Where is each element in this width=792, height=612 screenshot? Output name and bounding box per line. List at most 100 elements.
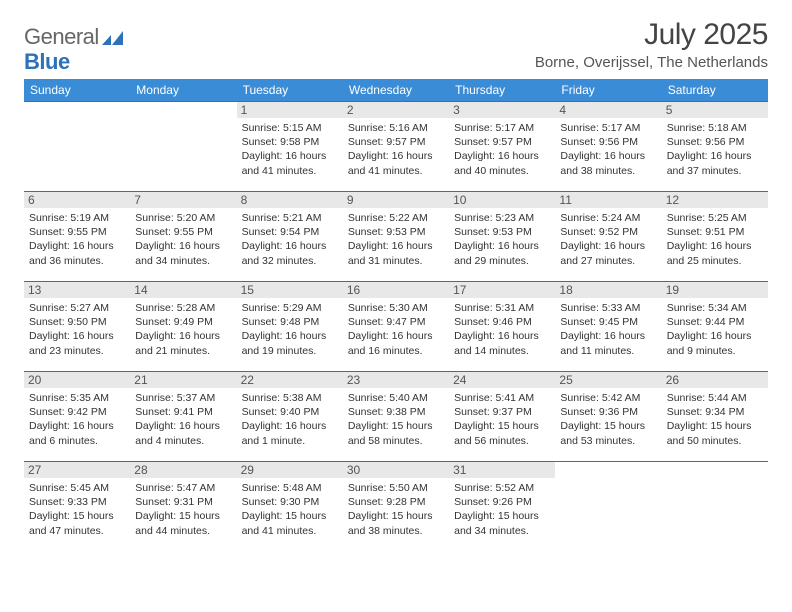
sunset-line: Sunset: 9:46 PM xyxy=(454,315,550,329)
weekday-header: Thursday xyxy=(449,79,555,102)
sunrise-line: Sunrise: 5:52 AM xyxy=(454,481,550,495)
sunrise-line: Sunrise: 5:42 AM xyxy=(560,391,656,405)
day-detail: Sunrise: 5:34 AMSunset: 9:44 PMDaylight:… xyxy=(667,301,763,358)
day-detail: Sunrise: 5:22 AMSunset: 9:53 PMDaylight:… xyxy=(348,211,444,268)
day-number: 10 xyxy=(449,192,555,208)
sunrise-line: Sunrise: 5:47 AM xyxy=(135,481,231,495)
sunset-line: Sunset: 9:48 PM xyxy=(242,315,338,329)
day-number: 26 xyxy=(662,372,768,388)
calendar-row: 20 Sunrise: 5:35 AMSunset: 9:42 PMDayligh… xyxy=(24,372,768,462)
day-detail: Sunrise: 5:50 AMSunset: 9:28 PMDaylight:… xyxy=(348,481,444,538)
day-number: 31 xyxy=(449,462,555,478)
day-number: 20 xyxy=(24,372,130,388)
daylight-line: Daylight: 15 hours and 47 minutes. xyxy=(29,509,125,537)
daylight-line: Daylight: 15 hours and 41 minutes. xyxy=(242,509,338,537)
weekday-header: Sunday xyxy=(24,79,130,102)
sunset-line: Sunset: 9:57 PM xyxy=(454,135,550,149)
sunrise-line: Sunrise: 5:17 AM xyxy=(454,121,550,135)
daylight-line: Daylight: 16 hours and 27 minutes. xyxy=(560,239,656,267)
sunrise-line: Sunrise: 5:38 AM xyxy=(242,391,338,405)
daylight-line: Daylight: 15 hours and 56 minutes. xyxy=(454,419,550,447)
day-detail: Sunrise: 5:31 AMSunset: 9:46 PMDaylight:… xyxy=(454,301,550,358)
calendar-day-cell: 20 Sunrise: 5:35 AMSunset: 9:42 PMDayligh… xyxy=(24,372,130,462)
day-detail: Sunrise: 5:20 AMSunset: 9:55 PMDaylight:… xyxy=(135,211,231,268)
calendar-row: 13Sunrise: 5:27 AMSunset: 9:50 PMDayligh… xyxy=(24,282,768,372)
sunset-line: Sunset: 9:51 PM xyxy=(667,225,763,239)
calendar-day-cell: 2Sunrise: 5:16 AMSunset: 9:57 PMDaylight… xyxy=(343,102,449,192)
daylight-line: Daylight: 16 hours and 40 minutes. xyxy=(454,149,550,177)
sunrise-line: Sunrise: 5:50 AM xyxy=(348,481,444,495)
sunrise-line: Sunrise: 5:31 AM xyxy=(454,301,550,315)
day-number: 12 xyxy=(662,192,768,208)
day-detail: Sunrise: 5:45 AMSunset: 9:33 PMDaylight:… xyxy=(29,481,125,538)
calendar-day-cell: 3Sunrise: 5:17 AMSunset: 9:57 PMDaylight… xyxy=(449,102,555,192)
day-detail: Sunrise: 5:23 AMSunset: 9:53 PMDaylight:… xyxy=(454,211,550,268)
day-number: 14 xyxy=(130,282,236,298)
sunset-line: Sunset: 9:40 PM xyxy=(242,405,338,419)
day-number: 5 xyxy=(662,102,768,118)
calendar-day-cell: 5Sunrise: 5:18 AMSunset: 9:56 PMDaylight… xyxy=(662,102,768,192)
daylight-line: Daylight: 15 hours and 44 minutes. xyxy=(135,509,231,537)
sunset-line: Sunset: 9:55 PM xyxy=(29,225,125,239)
calendar-day-cell: 22Sunrise: 5:38 AMSunset: 9:40 PMDayligh… xyxy=(237,372,343,462)
weekday-header: Friday xyxy=(555,79,661,102)
daylight-line: Daylight: 16 hours and 21 minutes. xyxy=(135,329,231,357)
sunset-line: Sunset: 9:50 PM xyxy=(29,315,125,329)
weekday-header: Wednesday xyxy=(343,79,449,102)
daylight-line: Daylight: 16 hours and 31 minutes. xyxy=(348,239,444,267)
daylight-line: Daylight: 16 hours and 41 minutes. xyxy=(242,149,338,177)
day-detail: Sunrise: 5:52 AMSunset: 9:26 PMDaylight:… xyxy=(454,481,550,538)
logo-mark-icon xyxy=(102,25,124,51)
day-detail: Sunrise: 5:15 AMSunset: 9:58 PMDaylight:… xyxy=(242,121,338,178)
day-number: 27 xyxy=(24,462,130,478)
day-detail: Sunrise: 5:35 AMSunset: 9:42 PMDaylight:… xyxy=(29,391,125,448)
sunrise-line: Sunrise: 5:23 AM xyxy=(454,211,550,225)
calendar-day-cell: 25Sunrise: 5:42 AMSunset: 9:36 PMDayligh… xyxy=(555,372,661,462)
day-number: 17 xyxy=(449,282,555,298)
day-number: 29 xyxy=(237,462,343,478)
calendar-day-cell: 1 Sunrise: 5:15 AMSunset: 9:58 PMDaylight… xyxy=(237,102,343,192)
daylight-line: Daylight: 15 hours and 34 minutes. xyxy=(454,509,550,537)
calendar-day-cell: 24Sunrise: 5:41 AMSunset: 9:37 PMDayligh… xyxy=(449,372,555,462)
calendar-body: 1 Sunrise: 5:15 AMSunset: 9:58 PMDaylight… xyxy=(24,102,768,552)
day-number: 16 xyxy=(343,282,449,298)
day-number: 7 xyxy=(130,192,236,208)
calendar-day-cell: 19 Sunrise: 5:34 AMSunset: 9:44 PMDayligh… xyxy=(662,282,768,372)
calendar-day-cell: 27 Sunrise: 5:45 AMSunset: 9:33 PMDayligh… xyxy=(24,462,130,552)
daylight-line: Daylight: 16 hours and 23 minutes. xyxy=(29,329,125,357)
calendar-day-cell: 31 Sunrise: 5:52 AMSunset: 9:26 PMDayligh… xyxy=(449,462,555,552)
day-number: 22 xyxy=(237,372,343,388)
sunrise-line: Sunrise: 5:35 AM xyxy=(29,391,125,405)
day-detail: Sunrise: 5:16 AMSunset: 9:57 PMDaylight:… xyxy=(348,121,444,178)
calendar-empty-cell xyxy=(555,462,661,552)
daylight-line: Daylight: 16 hours and 14 minutes. xyxy=(454,329,550,357)
daylight-line: Daylight: 16 hours and 36 minutes. xyxy=(29,239,125,267)
day-number: 18 xyxy=(555,282,661,298)
daylight-line: Daylight: 16 hours and 9 minutes. xyxy=(667,329,763,357)
logo-text-1: General xyxy=(24,24,99,50)
calendar-day-cell: 11Sunrise: 5:24 AMSunset: 9:52 PMDayligh… xyxy=(555,192,661,282)
calendar-day-cell: 28Sunrise: 5:47 AMSunset: 9:31 PMDayligh… xyxy=(130,462,236,552)
daylight-line: Daylight: 16 hours and 34 minutes. xyxy=(135,239,231,267)
sunset-line: Sunset: 9:55 PM xyxy=(135,225,231,239)
calendar-day-cell: 26Sunrise: 5:44 AMSunset: 9:34 PMDayligh… xyxy=(662,372,768,462)
calendar-day-cell: 23Sunrise: 5:40 AMSunset: 9:38 PMDayligh… xyxy=(343,372,449,462)
sunrise-line: Sunrise: 5:30 AM xyxy=(348,301,444,315)
day-number: 19 xyxy=(662,282,768,298)
day-detail: Sunrise: 5:30 AMSunset: 9:47 PMDaylight:… xyxy=(348,301,444,358)
sunset-line: Sunset: 9:28 PM xyxy=(348,495,444,509)
day-detail: Sunrise: 5:47 AMSunset: 9:31 PMDaylight:… xyxy=(135,481,231,538)
calendar-day-cell: 10 Sunrise: 5:23 AMSunset: 9:53 PMDayligh… xyxy=(449,192,555,282)
weekday-header-row: SundayMondayTuesdayWednesdayThursdayFrid… xyxy=(24,79,768,102)
day-detail: Sunrise: 5:37 AMSunset: 9:41 PMDaylight:… xyxy=(135,391,231,448)
sunset-line: Sunset: 9:58 PM xyxy=(242,135,338,149)
day-detail: Sunrise: 5:17 AMSunset: 9:57 PMDaylight:… xyxy=(454,121,550,178)
calendar-day-cell: 4Sunrise: 5:17 AMSunset: 9:56 PMDaylight… xyxy=(555,102,661,192)
sunrise-line: Sunrise: 5:37 AM xyxy=(135,391,231,405)
day-number: 11 xyxy=(555,192,661,208)
calendar-empty-cell xyxy=(662,462,768,552)
daylight-line: Daylight: 16 hours and 16 minutes. xyxy=(348,329,444,357)
day-detail: Sunrise: 5:19 AMSunset: 9:55 PMDaylight:… xyxy=(29,211,125,268)
sunrise-line: Sunrise: 5:40 AM xyxy=(348,391,444,405)
day-number: 1 xyxy=(237,102,343,118)
